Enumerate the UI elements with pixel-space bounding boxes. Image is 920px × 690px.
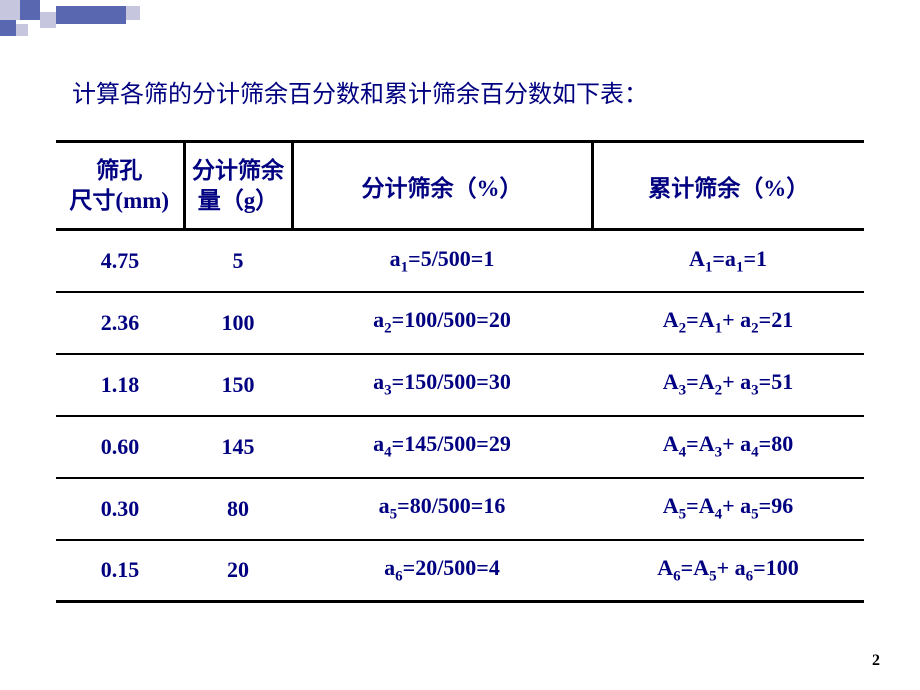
cell-partial: a2=100/500=20 — [292, 292, 592, 354]
cell-cumulative: A6=A5+ a6=100 — [592, 540, 864, 602]
cell-size: 0.30 — [56, 478, 184, 540]
cell-partial: a4=145/500=29 — [292, 416, 592, 478]
cell-mass: 150 — [184, 354, 292, 416]
sieve-table: 筛孔尺寸(mm) 分计筛余量（g） 分计筛余（%） 累计筛余（%） 4.755a… — [56, 140, 864, 603]
corner-decoration — [0, 0, 160, 40]
table-row: 0.1520a6=20/500=4A6=A5+ a6=100 — [56, 540, 864, 602]
cell-cumulative: A1=a1=1 — [592, 230, 864, 292]
cell-size: 4.75 — [56, 230, 184, 292]
cell-mass: 80 — [184, 478, 292, 540]
table-row: 1.18150a3=150/500=30A3=A2+ a3=51 — [56, 354, 864, 416]
page-title: 计算各筛的分计筛余百分数和累计筛余百分数如下表： — [72, 74, 648, 109]
cell-mass: 5 — [184, 230, 292, 292]
cell-partial: a5=80/500=16 — [292, 478, 592, 540]
cell-cumulative: A2=A1+ a2=21 — [592, 292, 864, 354]
cell-mass: 145 — [184, 416, 292, 478]
cell-cumulative: A4=A3+ a4=80 — [592, 416, 864, 478]
header-partial: 分计筛余（%） — [292, 142, 592, 230]
header-mass: 分计筛余量（g） — [184, 142, 292, 230]
cell-size: 0.60 — [56, 416, 184, 478]
cell-partial: a6=20/500=4 — [292, 540, 592, 602]
cell-partial: a1=5/500=1 — [292, 230, 592, 292]
table-row: 0.60145a4=145/500=29A4=A3+ a4=80 — [56, 416, 864, 478]
cell-size: 1.18 — [56, 354, 184, 416]
header-cumulative: 累计筛余（%） — [592, 142, 864, 230]
table-row: 2.36100a2=100/500=20A2=A1+ a2=21 — [56, 292, 864, 354]
cell-size: 2.36 — [56, 292, 184, 354]
cell-size: 0.15 — [56, 540, 184, 602]
table-row: 4.755a1=5/500=1A1=a1=1 — [56, 230, 864, 292]
cell-mass: 20 — [184, 540, 292, 602]
cell-partial: a3=150/500=30 — [292, 354, 592, 416]
cell-cumulative: A3=A2+ a3=51 — [592, 354, 864, 416]
header-sieve-size: 筛孔尺寸(mm) — [56, 142, 184, 230]
table-row: 0.3080a5=80/500=16A5=A4+ a5=96 — [56, 478, 864, 540]
page-number: 2 — [872, 652, 880, 670]
cell-mass: 100 — [184, 292, 292, 354]
cell-cumulative: A5=A4+ a5=96 — [592, 478, 864, 540]
